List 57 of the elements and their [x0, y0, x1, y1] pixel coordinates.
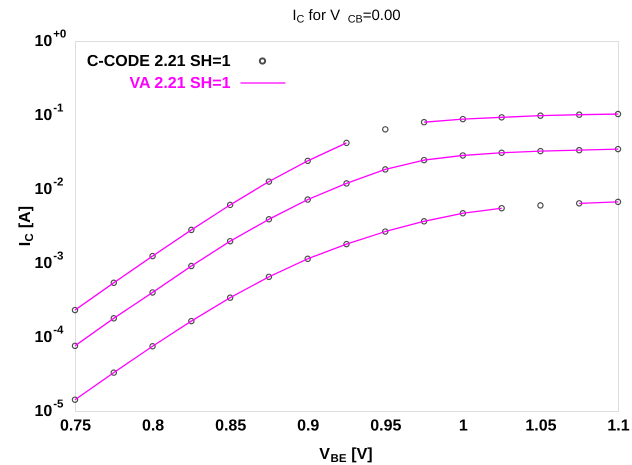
point — [110, 280, 118, 286]
point — [110, 315, 118, 322]
x-tick-label: 0.85 — [215, 418, 246, 434]
point — [498, 114, 505, 121]
point — [382, 126, 389, 133]
point — [382, 166, 389, 173]
point — [149, 289, 156, 296]
x-tick-label: 0.95 — [370, 418, 402, 434]
point — [498, 204, 505, 212]
point — [537, 112, 544, 119]
point — [460, 210, 466, 217]
point — [188, 226, 195, 234]
point — [382, 228, 389, 235]
legend-label: VA 2.21 SH=1 — [130, 75, 231, 92]
point — [576, 146, 582, 154]
point — [537, 202, 544, 209]
x-tick-label: 1.05 — [525, 418, 557, 434]
point — [110, 369, 118, 376]
point — [537, 148, 544, 154]
point — [343, 140, 350, 146]
point — [576, 111, 582, 118]
point — [188, 262, 195, 270]
point — [420, 156, 428, 164]
point — [72, 306, 78, 314]
point — [576, 200, 582, 207]
point — [188, 318, 195, 324]
point — [614, 146, 622, 152]
point — [72, 396, 78, 403]
point — [460, 116, 466, 122]
x-tick-label: 0.8 — [142, 418, 164, 434]
point — [498, 150, 505, 156]
point — [420, 118, 428, 126]
point — [304, 256, 311, 262]
x-tick-label: 1 — [458, 418, 468, 434]
line-series — [74, 148, 619, 346]
point — [266, 274, 272, 280]
x-tick-label: 1.1 — [607, 418, 630, 434]
point — [226, 202, 234, 208]
x-tick-label: 0.75 — [60, 418, 92, 434]
point — [304, 196, 311, 203]
point — [460, 152, 466, 159]
legend-label: C-CODE 2.21 SH=1 — [86, 53, 231, 70]
x-tick-label: 0.9 — [297, 418, 320, 434]
point — [226, 294, 234, 301]
point — [226, 238, 234, 244]
y-axis-title: IC [A] — [17, 206, 36, 246]
point — [420, 218, 428, 225]
point — [266, 178, 272, 185]
point — [343, 180, 350, 187]
point — [149, 252, 156, 260]
point — [304, 158, 311, 164]
point — [72, 342, 78, 350]
point — [149, 343, 156, 350]
point — [343, 240, 350, 248]
point — [266, 216, 272, 222]
point — [614, 198, 622, 206]
point — [614, 110, 622, 118]
